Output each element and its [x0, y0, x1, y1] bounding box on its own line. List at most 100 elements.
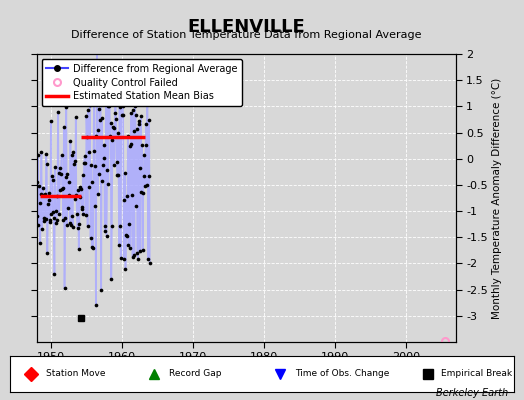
Point [88, 244, 96, 250]
Point [133, 249, 141, 256]
Point [112, 116, 120, 122]
Point [143, 182, 151, 188]
Point [40, 218, 48, 224]
Point [52, 219, 60, 226]
Point [145, 172, 153, 179]
Point [70, 158, 79, 164]
Point [132, 203, 140, 210]
Point [56, 165, 64, 171]
Point [134, 256, 142, 262]
Point [77, 194, 85, 200]
Point [115, 242, 123, 248]
Point [100, 142, 108, 148]
Text: Empirical Break: Empirical Break [441, 370, 512, 378]
Point [84, 107, 92, 114]
Point [102, 233, 111, 239]
Point [46, 218, 54, 225]
Point [104, 102, 112, 109]
Point [94, 127, 103, 133]
Point [42, 150, 50, 157]
Point [90, 86, 99, 92]
Point [95, 171, 103, 178]
Point [137, 113, 145, 120]
Point [123, 193, 131, 200]
Point [122, 232, 130, 238]
Point [113, 172, 122, 178]
Point [137, 189, 146, 196]
Point [57, 152, 66, 158]
Point [74, 246, 83, 252]
Point [34, 221, 42, 228]
Point [143, 61, 151, 67]
Point [77, 186, 85, 192]
Point [93, 34, 101, 40]
Point [106, 120, 115, 126]
Point [47, 118, 55, 124]
Point [72, 114, 80, 121]
Point [100, 155, 108, 161]
Point [37, 191, 45, 197]
Point [108, 222, 116, 229]
Point [98, 178, 106, 184]
Point [40, 215, 49, 221]
Point [109, 124, 117, 130]
Point [145, 117, 154, 124]
Point [108, 137, 117, 143]
Point [52, 217, 61, 223]
Point [38, 226, 46, 232]
Point [125, 142, 134, 149]
Point [141, 183, 149, 190]
Point [114, 130, 123, 137]
Point [86, 234, 95, 241]
Point [111, 89, 119, 96]
Point [81, 160, 90, 166]
Point [63, 171, 72, 177]
Point [34, 151, 42, 158]
Point [81, 153, 89, 160]
Point [71, 196, 79, 202]
Point [70, 161, 78, 167]
Point [91, 203, 99, 210]
Point [39, 192, 47, 198]
Point [51, 208, 60, 214]
Point [51, 164, 59, 170]
Point [61, 215, 69, 222]
Point [73, 224, 82, 231]
Point [121, 170, 129, 176]
Point [127, 110, 136, 116]
Point [101, 222, 110, 229]
Point [113, 159, 121, 165]
Point [88, 178, 96, 185]
Point [111, 110, 119, 116]
Point [96, 100, 105, 107]
Point [54, 108, 62, 115]
Point [58, 186, 67, 192]
Point [129, 128, 138, 135]
Point [136, 247, 145, 254]
Point [47, 210, 56, 217]
Point [78, 204, 86, 210]
Point [33, 212, 41, 219]
Point [89, 148, 97, 154]
Point [41, 216, 50, 222]
Point [59, 185, 67, 192]
Point [103, 166, 111, 173]
Point [45, 189, 53, 196]
Point [124, 242, 133, 248]
Point [124, 133, 132, 139]
Point [99, 162, 107, 168]
Point [68, 152, 76, 158]
Point [73, 211, 81, 218]
Point [135, 118, 143, 124]
Point [144, 256, 152, 262]
Point [110, 124, 118, 131]
Point [119, 256, 128, 262]
Point [104, 181, 113, 188]
Point [138, 142, 146, 148]
Point [126, 244, 135, 251]
Point [54, 169, 63, 176]
Point [43, 250, 51, 256]
Point [79, 172, 87, 178]
Point [105, 94, 114, 101]
Point [97, 115, 106, 122]
